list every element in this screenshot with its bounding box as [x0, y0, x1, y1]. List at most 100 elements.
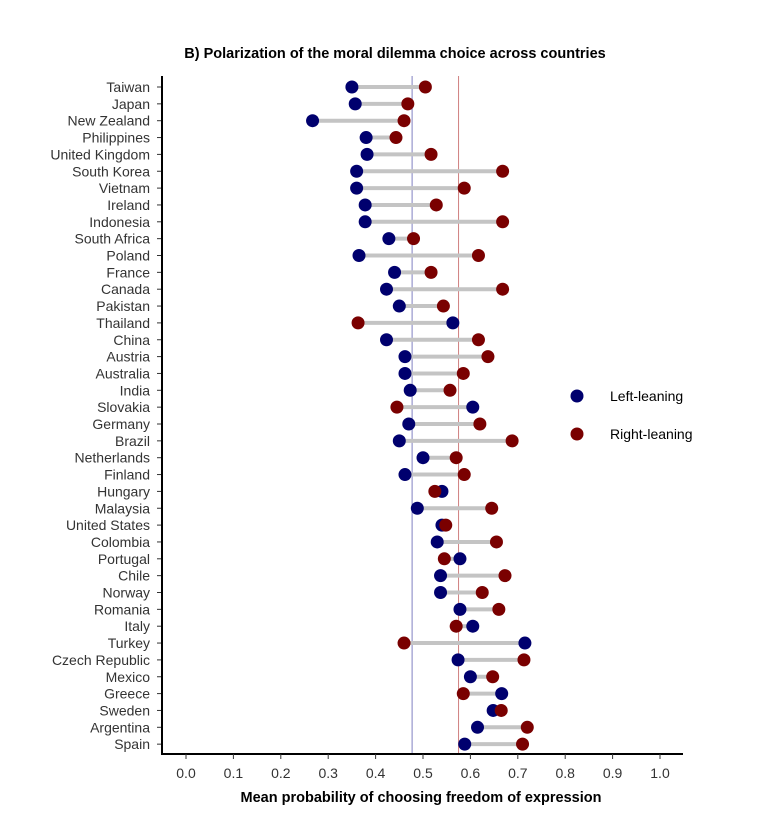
x-tick-label: 0.9 — [603, 765, 623, 781]
right-leaning-point-33 — [397, 636, 411, 650]
legend-right-leaning-marker — [570, 427, 584, 441]
right-leaning-point-3 — [389, 131, 403, 145]
legend-left-leaning-marker — [570, 389, 584, 403]
right-leaning-point-24 — [428, 484, 442, 498]
right-leaning-point-7 — [429, 198, 443, 212]
left-leaning-point-23 — [398, 468, 412, 482]
legend-right-leaning-label: Right-leaning — [610, 426, 693, 442]
y-tick-label: Portugal — [98, 551, 150, 567]
x-tick-label: 0.5 — [413, 765, 433, 781]
chart-title: B) Polarization of the moral dilemma cho… — [184, 46, 605, 62]
right-leaning-point-36 — [456, 687, 470, 701]
right-leaning-point-21 — [505, 434, 519, 448]
right-leaning-point-32 — [449, 619, 463, 633]
right-leaning-point-1 — [401, 97, 415, 111]
right-leaning-point-31 — [492, 602, 506, 616]
right-leaning-point-5 — [496, 164, 510, 178]
left-leaning-point-21 — [392, 434, 406, 448]
right-leaning-point-13 — [436, 299, 450, 313]
y-tick-label: Colombia — [91, 534, 150, 550]
axes — [157, 76, 683, 755]
left-leaning-point-19 — [466, 400, 480, 414]
y-tick-label: Indonesia — [89, 214, 150, 230]
y-tick-label: Norway — [103, 585, 150, 601]
right-leaning-point-37 — [494, 703, 508, 717]
x-tick-label: 1.0 — [650, 765, 670, 781]
left-leaning-point-32 — [466, 619, 480, 633]
right-leaning-point-18 — [443, 383, 457, 397]
x-tick-labels: 0.0 0.1 0.2 0.3 0.4 0.5 0.6 0.7 0.8 0.9 1.0 — [176, 754, 670, 781]
dumbbell-points — [306, 80, 534, 751]
x-tick-label: 0.0 — [176, 765, 196, 781]
left-leaning-point-31 — [453, 602, 467, 616]
y-tick-label: Japan — [112, 96, 150, 112]
y-tick-label: United States — [66, 517, 150, 533]
y-tick-label: Poland — [106, 248, 150, 264]
left-leaning-point-17 — [398, 366, 412, 380]
y-tick-label: Ireland — [107, 197, 150, 213]
left-leaning-point-9 — [382, 232, 396, 246]
left-leaning-point-25 — [410, 501, 424, 515]
right-leaning-point-15 — [471, 333, 485, 347]
x-tick-label: 0.1 — [224, 765, 244, 781]
right-leaning-point-26 — [439, 518, 453, 532]
right-leaning-point-28 — [437, 552, 451, 566]
right-leaning-point-16 — [481, 350, 495, 364]
left-leaning-point-3 — [359, 131, 373, 145]
y-tick-label: Australia — [96, 365, 151, 381]
x-tick-label: 0.2 — [271, 765, 291, 781]
right-leaning-point-20 — [473, 417, 487, 431]
right-leaning-point-30 — [475, 586, 489, 599]
right-leaning-point-8 — [496, 215, 510, 229]
left-leaning-point-20 — [402, 417, 416, 431]
right-leaning-point-17 — [456, 366, 470, 380]
right-leaning-point-2 — [397, 114, 411, 128]
y-tick-label: Netherlands — [75, 450, 151, 466]
left-leaning-point-34 — [451, 653, 465, 667]
x-tick-label: 0.7 — [508, 765, 528, 781]
legend-left-leaning-label: Left-leaning — [610, 388, 683, 404]
left-leaning-point-27 — [430, 535, 444, 549]
y-tick-label: United Kingdom — [50, 146, 150, 162]
left-leaning-point-29 — [434, 569, 448, 583]
y-tick-label: Czech Republic — [52, 652, 150, 668]
left-leaning-point-1 — [348, 97, 362, 111]
y-tick-label: Chile — [118, 568, 150, 584]
left-leaning-point-8 — [358, 215, 372, 229]
legend: Left-leaning Right-leaning — [570, 388, 693, 442]
y-tick-label: Italy — [124, 618, 150, 634]
left-leaning-point-2 — [306, 114, 320, 128]
y-tick-label: Pakistan — [96, 298, 150, 314]
left-leaning-point-18 — [403, 383, 417, 397]
y-tick-label: Malaysia — [95, 500, 150, 516]
right-leaning-point-0 — [418, 80, 432, 94]
right-leaning-point-27 — [489, 535, 503, 549]
y-tick-label: Sweden — [99, 702, 150, 718]
left-leaning-point-4 — [360, 147, 374, 161]
left-leaning-point-14 — [446, 316, 460, 330]
y-tick-label: Austria — [106, 349, 150, 365]
right-leaning-point-6 — [457, 181, 471, 195]
y-tick-label: South Africa — [75, 231, 151, 247]
y-tick-label: Romania — [94, 601, 150, 617]
y-tick-label: Hungary — [97, 483, 150, 499]
right-leaning-point-23 — [457, 468, 471, 482]
left-leaning-point-16 — [398, 350, 412, 364]
left-leaning-point-7 — [358, 198, 372, 212]
left-leaning-point-38 — [471, 720, 485, 734]
dumbbell-segments — [312, 85, 528, 747]
y-tick-label: Philippines — [82, 130, 150, 146]
right-leaning-point-19 — [390, 400, 404, 414]
right-leaning-point-25 — [485, 501, 499, 515]
y-tick-label: Argentina — [90, 719, 150, 735]
right-leaning-point-39 — [516, 737, 530, 751]
right-leaning-point-12 — [496, 282, 510, 296]
y-tick-label: Finland — [104, 467, 150, 483]
right-leaning-point-14 — [351, 316, 365, 330]
x-tick-label: 0.8 — [555, 765, 575, 781]
x-tick-label: 0.6 — [461, 765, 481, 781]
right-leaning-point-29 — [498, 569, 512, 583]
left-leaning-point-36 — [495, 687, 509, 701]
